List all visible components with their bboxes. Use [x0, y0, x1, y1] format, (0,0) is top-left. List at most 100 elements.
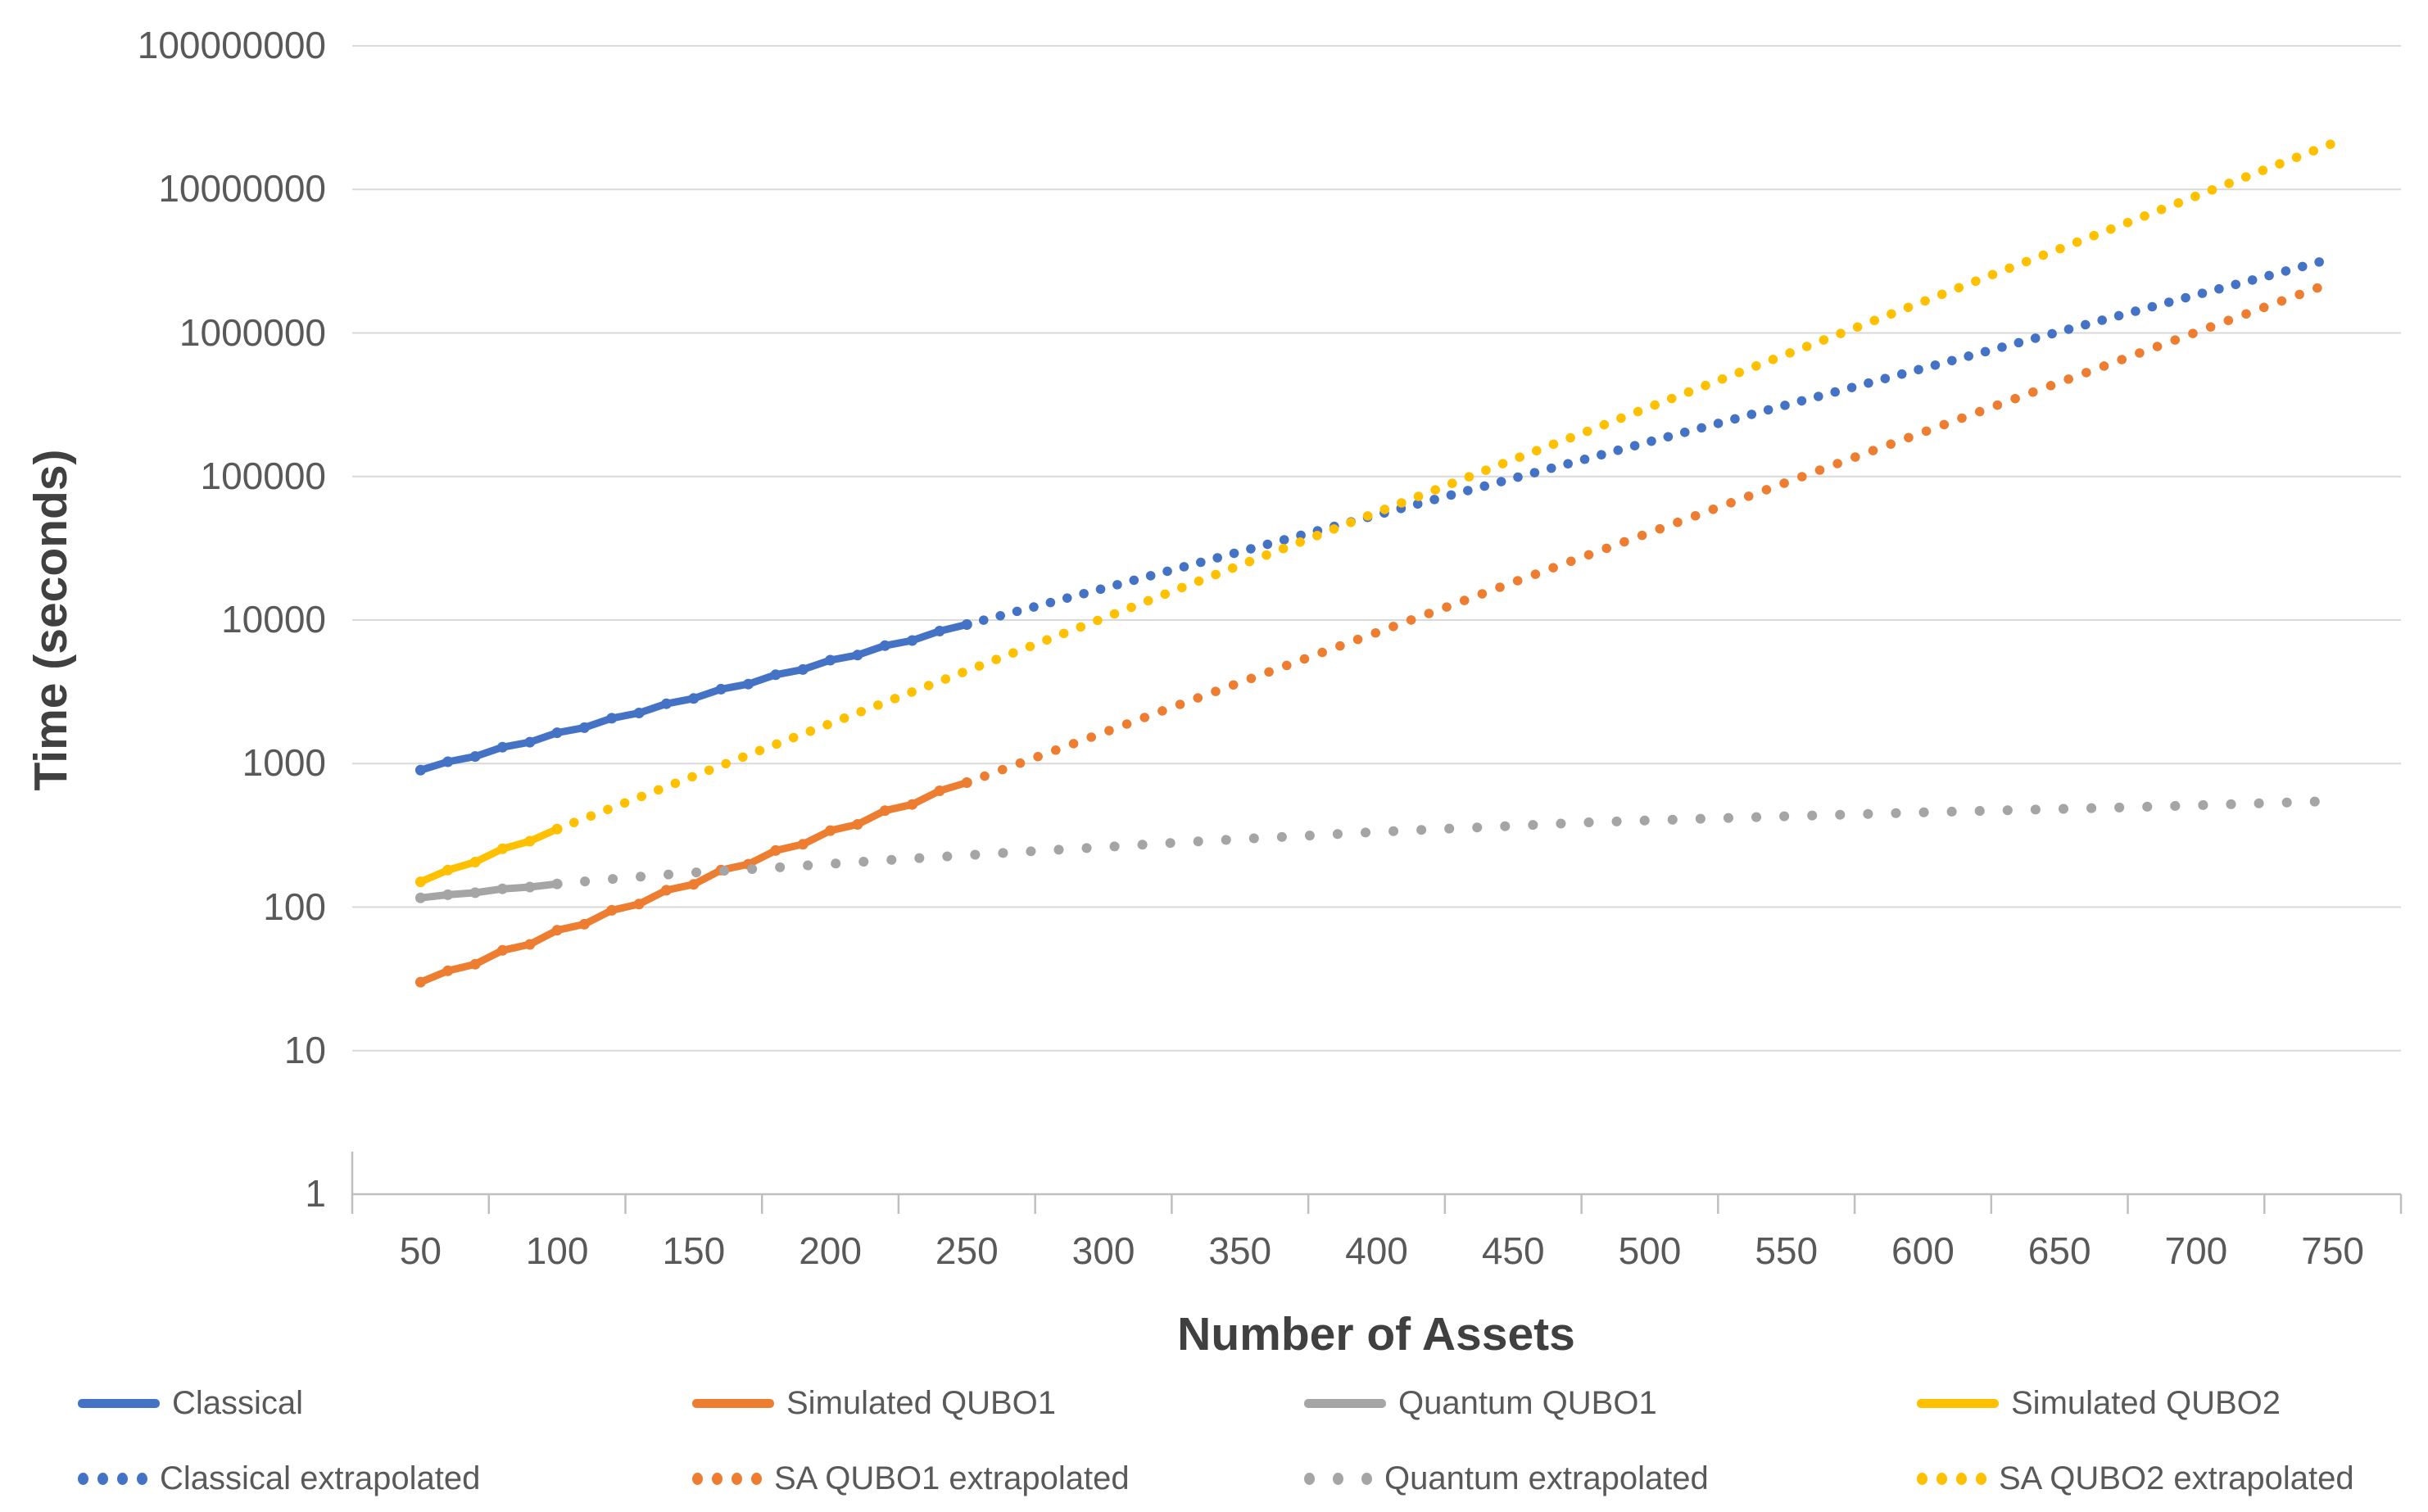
data-point-marker-classical: [825, 654, 836, 666]
legend-label: Quantum QUBO1: [1398, 1384, 1657, 1421]
data-point-marker-classical: [934, 626, 945, 636]
legend-label: Quantum extrapolated: [1384, 1460, 1709, 1496]
data-point-marker-classical: [852, 650, 863, 661]
data-point-marker-simulated-qubo1: [442, 965, 454, 976]
data-point-marker-simulated-qubo1: [469, 958, 481, 970]
data-point-marker-quantum-qubo1: [414, 892, 426, 903]
data-point-marker-classical: [524, 736, 536, 748]
legend-dot: [1976, 1472, 1986, 1485]
legend-dot: [117, 1472, 128, 1485]
y-tick-label: 100: [263, 885, 326, 928]
data-point-marker-simulated-qubo2: [414, 876, 426, 888]
data-point-marker-simulated-qubo1: [934, 785, 945, 796]
data-point-marker-classical: [715, 683, 727, 695]
gridlines-group: [352, 45, 2401, 1052]
x-tick-label: 200: [799, 1229, 862, 1272]
legend-dot: [1304, 1472, 1315, 1485]
x-tick-label: 350: [1208, 1229, 1272, 1272]
data-point-marker-simulated-qubo2: [469, 857, 481, 867]
series-line-sa-qubo1-extrapolated: [962, 278, 2338, 788]
legend-item-quantum-extrapolated[interactable]: Quantum extrapolated: [1304, 1458, 1709, 1499]
data-point-marker-simulated-qubo2: [524, 835, 536, 847]
data-point-marker-classical: [414, 764, 426, 776]
series-group: [414, 138, 2338, 988]
data-point-marker-classical: [743, 678, 754, 690]
legend-dot: [751, 1472, 762, 1485]
data-point-marker-classical: [469, 751, 481, 763]
x-tick-label: 400: [1345, 1229, 1408, 1272]
legend-item-quantum-qubo1[interactable]: Quantum QUBO1: [1304, 1383, 1657, 1424]
series-line-simulated-qubo2: [416, 825, 561, 886]
legend-item-sa-qubo1-extrapolated[interactable]: SA QUBO1 extrapolated: [692, 1458, 1130, 1499]
data-point-marker-simulated-qubo1: [661, 885, 672, 896]
legend-label: SA QUBO1 extrapolated: [774, 1460, 1130, 1496]
classical-line-swatch: [78, 1398, 160, 1408]
legend-dot: [712, 1472, 723, 1485]
y-tick-label: 1000: [242, 741, 326, 785]
data-point-marker-classical: [661, 698, 672, 709]
data-point-marker-classical: [797, 663, 809, 675]
legend-dot: [97, 1472, 108, 1485]
x-tick-label: 50: [399, 1229, 442, 1272]
quantum-extrapolated-dots-swatch: [1304, 1472, 1372, 1485]
data-point-marker-simulated-qubo1: [852, 819, 863, 830]
simulated-qubo2-line-swatch: [1917, 1398, 1999, 1408]
data-point-marker-classical: [606, 713, 618, 724]
data-point-marker-simulated-qubo1: [688, 879, 700, 890]
data-point-marker-simulated-qubo1: [907, 799, 918, 810]
data-point-marker-classical: [633, 708, 645, 718]
y-tick-label: 100000000: [137, 23, 326, 66]
legend-dot: [1917, 1472, 1927, 1485]
legend-label: Simulated QUBO1: [786, 1384, 1057, 1421]
data-point-marker-simulated-qubo2: [496, 843, 508, 854]
legend-dot: [1361, 1472, 1372, 1485]
data-point-marker-classical: [578, 722, 590, 733]
x-tick-label: 150: [662, 1229, 726, 1272]
data-point-marker-simulated-qubo1: [551, 925, 563, 936]
data-point-marker-classical: [907, 635, 918, 646]
data-point-marker-quantum-qubo1: [524, 881, 536, 893]
x-tick-label: 550: [1755, 1229, 1819, 1272]
data-point-marker-simulated-qubo1: [879, 805, 890, 817]
y-tick-label: 10000: [221, 597, 326, 641]
legend-dot: [78, 1472, 88, 1485]
data-point-marker-simulated-qubo1: [524, 939, 536, 950]
sa-qubo1-extrapolated-dots-swatch: [692, 1472, 762, 1485]
legend-item-sa-qubo2-extrapolated[interactable]: SA QUBO2 extrapolated: [1917, 1458, 2354, 1499]
data-point-marker-simulated-qubo1: [578, 918, 590, 930]
data-point-marker-simulated-qubo1: [496, 944, 508, 956]
y-tick-label: 1: [305, 1171, 326, 1215]
data-point-marker-quantum-qubo1: [469, 887, 481, 899]
data-point-marker-classical: [442, 756, 454, 767]
sa-qubo2-extrapolated-dots-swatch: [1917, 1472, 1986, 1485]
classical-extrapolated-dots-swatch: [78, 1472, 147, 1485]
data-point-marker-simulated-qubo1: [414, 976, 426, 988]
legend-item-classical[interactable]: Classical: [78, 1383, 303, 1424]
x-tick-label: 650: [2027, 1229, 2091, 1272]
series-line-quantum-extrapolated: [552, 796, 2338, 890]
legend-item-simulated-qubo2[interactable]: Simulated QUBO2: [1917, 1383, 2281, 1424]
x-tick-label: 750: [2301, 1229, 2364, 1272]
legend-dot: [692, 1472, 703, 1485]
x-axis-title: Number of Assets: [1177, 1308, 1575, 1360]
legend-dot: [732, 1472, 742, 1485]
data-point-marker-simulated-qubo1: [770, 844, 781, 856]
series-line-classical-extrapolated: [962, 253, 2338, 630]
x-tick-label: 100: [525, 1229, 589, 1272]
legend-label: SA QUBO2 extrapolated: [1999, 1460, 2354, 1496]
legend-label: Classical: [172, 1384, 304, 1421]
y-axis-title: Time (seconds): [25, 449, 77, 791]
legend-dot: [1333, 1472, 1343, 1485]
quantum-qubo1-line-swatch: [1304, 1398, 1386, 1408]
data-point-marker-classical: [688, 693, 700, 704]
data-point-marker-classical: [770, 669, 781, 681]
legend-item-simulated-qubo1[interactable]: Simulated QUBO1: [692, 1383, 1056, 1424]
legend-dot: [137, 1472, 147, 1485]
x-tick-label: 300: [1071, 1229, 1135, 1272]
data-point-marker-simulated-qubo1: [797, 839, 809, 850]
series-line-quantum-qubo1: [416, 880, 561, 902]
data-point-marker-classical: [496, 741, 508, 753]
data-point-marker-simulated-qubo2: [442, 864, 454, 876]
legend-item-classical-extrapolated[interactable]: Classical extrapolated: [78, 1458, 480, 1499]
